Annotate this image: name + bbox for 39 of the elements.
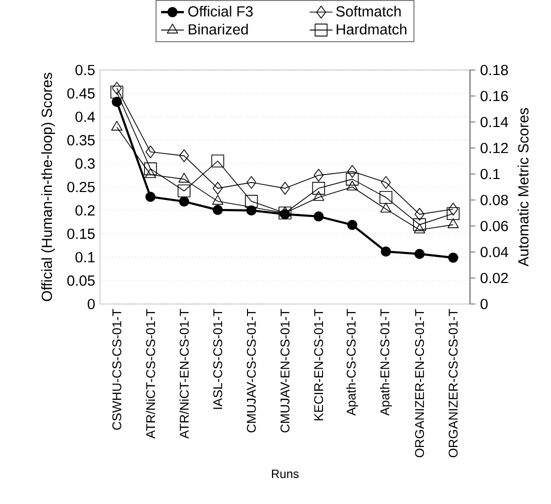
x-tick-label: Apath-CS-CS-01-T: [346, 309, 358, 416]
y2-tick-label: 0.04: [480, 246, 508, 258]
y-tick-label: 0.4: [75, 112, 95, 122]
y2-tick-label: 0.08: [480, 194, 508, 206]
legend-label: Hardmatch: [336, 24, 406, 35]
y2-tick-label: 0.14: [480, 116, 508, 128]
y2-tick-label: 0.12: [480, 142, 508, 154]
x-tick-label: ORGANIZER-EN-CS-01-T: [415, 309, 424, 458]
y2-tick-label: 0.16: [480, 90, 508, 102]
x-tick-label: ATR/NiCT-CS-CS-01-T: [146, 309, 156, 439]
x-tick-label: Apath-EN-CS-01-T: [380, 309, 392, 416]
legend-label: Softmatch: [336, 6, 401, 17]
legend-label: Official F3: [188, 6, 253, 17]
y-axis-title: Official (Human-in-the-loop) Scores: [41, 72, 55, 302]
legend-label: Binarized: [188, 24, 248, 35]
y-tick-label: 0.25: [67, 182, 95, 192]
y-tick-label: 0: [88, 298, 95, 310]
x-tick-label: IASL-CS-CS-01-T: [213, 309, 222, 409]
y-tick-label: 0.05: [67, 275, 95, 286]
y-tick-label: 0.5: [75, 64, 95, 76]
y-tick-label: 0.2: [75, 205, 95, 216]
y2-axis-title: Automatic Metric Scores: [518, 108, 529, 266]
y-tick-label: 0.15: [67, 228, 95, 239]
x-tick-label: CSWHU-CS-CS-01-T: [112, 309, 122, 430]
y-tick-label: 0.45: [67, 88, 95, 99]
x-tick-label: CMUJAV-CS-CS-01-T: [246, 309, 256, 432]
y2-tick-label: 0: [480, 298, 488, 310]
y-tick-label: 0.35: [67, 135, 95, 146]
x-tick-label: ORGANIZER-CS-CS-01-T: [448, 309, 458, 458]
y2-tick-label: 0.02: [480, 272, 508, 284]
x-tick-label: CMUJAV-EN-CS-01-T: [280, 309, 290, 432]
y-tick-label: 0.3: [75, 158, 95, 169]
y2-tick-label: 0.1: [480, 168, 500, 180]
x-tick-label: ATR/NiCT-EN-CS-01-T: [179, 309, 189, 439]
y2-tick-label: 0.18: [480, 64, 508, 76]
x-axis-title: Runs: [272, 470, 299, 478]
y-tick-label: 0.1: [75, 252, 95, 262]
x-tick-label: KECIR-EN-CS-01-T: [314, 309, 324, 420]
y2-tick-label: 0.06: [480, 220, 508, 232]
